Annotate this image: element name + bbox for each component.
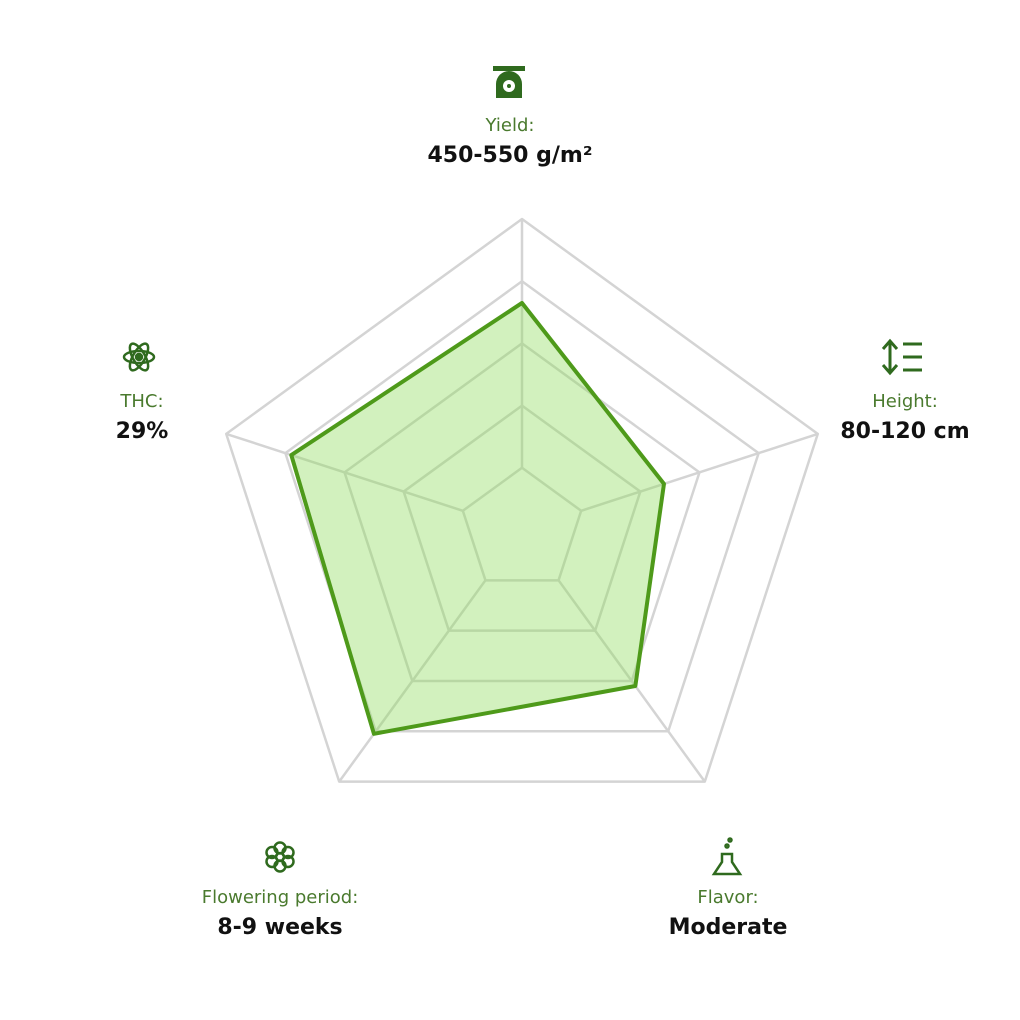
grid-ring [343,342,701,683]
thc-icon [122,342,156,372]
flavor-icon [711,837,743,876]
height-icon [881,338,922,376]
axis-value: Moderate [669,915,788,940]
spoke [557,579,706,783]
grid-ring [461,466,583,582]
axis-label: Flavor: [697,887,758,908]
axis-value: 29% [116,419,169,444]
grid-ring [402,404,642,632]
axis-label: THC: [119,391,163,412]
spoke [580,432,819,512]
spoke [225,432,464,512]
grid-ring [284,279,760,733]
axis-label: Yield: [485,115,535,136]
radar-area [289,300,666,736]
yield-icon [493,66,525,98]
axis-value: 450-550 g/m² [428,143,593,168]
axis-label: Flowering period: [202,887,359,908]
axis-value: 8-9 weeks [217,915,342,940]
grid-ring [224,217,820,783]
spoke [338,579,487,783]
flowering-icon [265,841,295,873]
axis-value: 80-120 cm [840,419,969,444]
axis-label: Height: [872,391,938,412]
